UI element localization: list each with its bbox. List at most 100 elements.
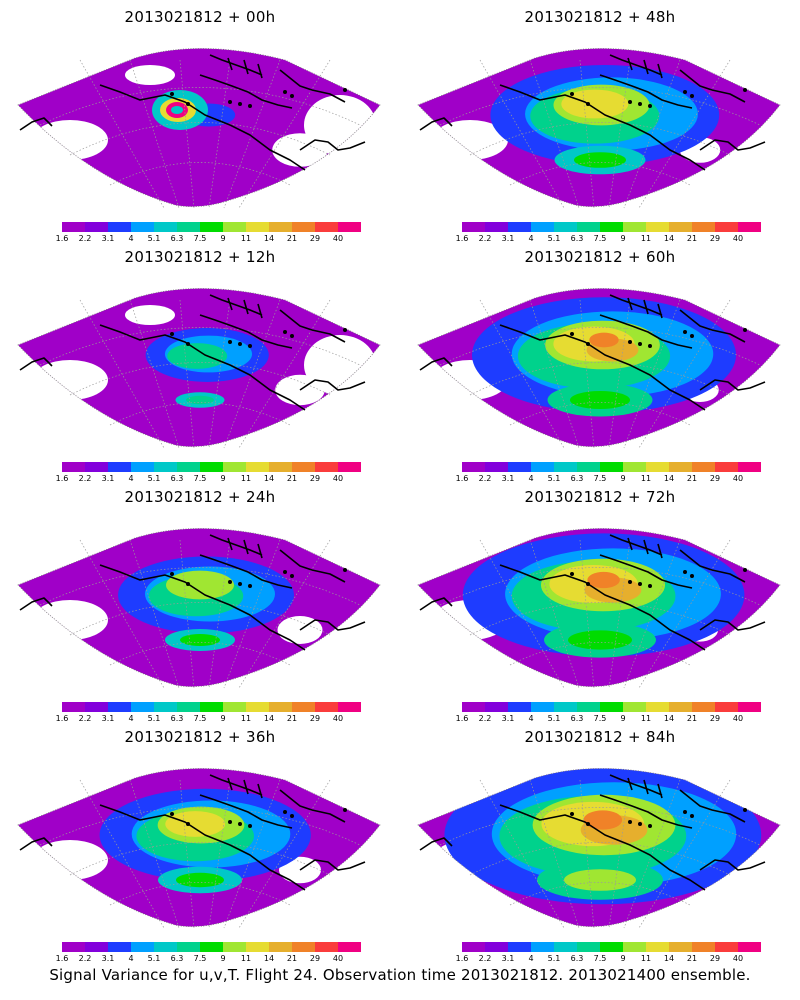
colorbar-label: 1.6 xyxy=(55,474,69,483)
colorbar-label: 3.1 xyxy=(501,234,515,243)
colorbar-label: 21 xyxy=(286,954,298,963)
colorbar xyxy=(62,942,361,952)
colorbar-label: 6.3 xyxy=(570,234,584,243)
colorbar-label: 40 xyxy=(732,714,744,723)
variance-field xyxy=(418,528,780,687)
panel-title: 2013021812 + 12h xyxy=(124,248,276,266)
colorbar-labels: 1.6 2.2 3.1 4 5.1 6.3 7.5 9 11 14 21 29 40 xyxy=(56,954,361,964)
variance-field xyxy=(18,288,380,447)
colorbar-label: 2.2 xyxy=(78,954,92,963)
colorbar-segment xyxy=(292,702,315,712)
map-plot xyxy=(17,288,381,449)
colorbar-segment xyxy=(154,222,177,232)
colorbar-label: 21 xyxy=(286,474,298,483)
colorbar-label: 6.3 xyxy=(170,474,184,483)
colorbar-label: 5.1 xyxy=(547,954,561,963)
colorbar-segment xyxy=(577,702,600,712)
colorbar-segment xyxy=(338,222,361,232)
variance-field xyxy=(418,288,780,447)
colorbar-label: 5.1 xyxy=(147,474,161,483)
colorbar-label: 6.3 xyxy=(170,954,184,963)
coastline xyxy=(19,54,366,171)
map-plot xyxy=(17,528,381,689)
colorbar-segment xyxy=(223,942,246,952)
colorbar-label: 14 xyxy=(263,474,275,483)
colorbar-label: 2.2 xyxy=(478,714,492,723)
coastline xyxy=(419,774,766,891)
colorbar-segment xyxy=(669,942,692,952)
colorbar xyxy=(462,942,761,952)
colorbar-label: 11 xyxy=(640,714,652,723)
colorbar-segment xyxy=(200,942,223,952)
colorbar-label: 1.6 xyxy=(455,474,469,483)
colorbar-segment xyxy=(738,462,761,472)
colorbar-label: 3.1 xyxy=(101,954,115,963)
map-panel: 2013021812 + 84h 1.6 2.2 3.1 4 5.1 6.3 7.5 9 11 14… xyxy=(400,720,800,963)
colorbar-segment xyxy=(577,222,600,232)
colorbar-label: 29 xyxy=(309,954,321,963)
colorbar-label: 1.6 xyxy=(455,714,469,723)
colorbar-labels: 1.6 2.2 3.1 4 5.1 6.3 7.5 9 11 14 21 29 40 xyxy=(456,234,761,244)
colorbar-label: 29 xyxy=(709,954,721,963)
panel-title: 2013021812 + 48h xyxy=(524,8,676,26)
colorbar-segment xyxy=(269,222,292,232)
colorbar-label: 14 xyxy=(663,474,675,483)
colorbar xyxy=(462,462,761,472)
colorbar-segment xyxy=(246,702,269,712)
colorbar-label: 29 xyxy=(309,474,321,483)
map-panel: 2013021812 + 00h 1.6 2.2 3.1 4 5.1 6.3 7.5 9 11 14… xyxy=(0,0,400,243)
colorbar-label: 9 xyxy=(620,234,626,243)
colorbar-segment xyxy=(646,222,669,232)
colorbar-segment xyxy=(485,942,508,952)
colorbar-segment xyxy=(692,702,715,712)
colorbar-segment xyxy=(554,462,577,472)
map-plot xyxy=(417,288,781,449)
colorbar-segment xyxy=(177,462,200,472)
colorbar-segment xyxy=(62,702,85,712)
colorbar-labels: 1.6 2.2 3.1 4 5.1 6.3 7.5 9 11 14 21 29 40 xyxy=(456,954,761,964)
colorbar-segment xyxy=(531,702,554,712)
colorbar-segment xyxy=(623,702,646,712)
colorbar xyxy=(62,702,361,712)
colorbar-label: 2.2 xyxy=(78,234,92,243)
colorbar-segment xyxy=(269,462,292,472)
colorbar-segment xyxy=(246,942,269,952)
colorbar-segment xyxy=(177,222,200,232)
colorbar-label: 5.1 xyxy=(147,234,161,243)
variance-field xyxy=(418,48,780,207)
colorbar-segment xyxy=(223,462,246,472)
colorbar-segment xyxy=(531,942,554,952)
colorbar-label: 29 xyxy=(709,714,721,723)
colorbar-label: 40 xyxy=(332,954,344,963)
colorbar-label: 4 xyxy=(528,714,534,723)
colorbar-segment xyxy=(485,702,508,712)
colorbar-label: 2.2 xyxy=(478,234,492,243)
colorbar-label: 9 xyxy=(220,714,226,723)
coastline xyxy=(419,534,766,651)
colorbar-segment xyxy=(338,702,361,712)
colorbar-segment xyxy=(508,462,531,472)
colorbar-segment xyxy=(646,462,669,472)
colorbar-label: 3.1 xyxy=(501,474,515,483)
colorbar-segment xyxy=(108,702,131,712)
coastline xyxy=(419,294,766,411)
colorbar-label: 21 xyxy=(686,474,698,483)
colorbar-label: 4 xyxy=(128,954,134,963)
colorbar-segment xyxy=(338,462,361,472)
colorbar-segment xyxy=(692,222,715,232)
colorbar-label: 5.1 xyxy=(147,954,161,963)
panel-title: 2013021812 + 84h xyxy=(524,728,676,746)
colorbar-segment xyxy=(62,222,85,232)
colorbar-label: 2.2 xyxy=(78,714,92,723)
colorbar-label: 14 xyxy=(263,714,275,723)
colorbar-segment xyxy=(669,702,692,712)
colorbar-label: 29 xyxy=(309,234,321,243)
colorbar-label: 40 xyxy=(332,474,344,483)
colorbar-segment xyxy=(669,222,692,232)
colorbar-segment xyxy=(462,462,485,472)
colorbar-segment xyxy=(646,942,669,952)
panel-title: 2013021812 + 36h xyxy=(124,728,276,746)
colorbar-label: 2.2 xyxy=(478,474,492,483)
colorbar-segment xyxy=(623,462,646,472)
